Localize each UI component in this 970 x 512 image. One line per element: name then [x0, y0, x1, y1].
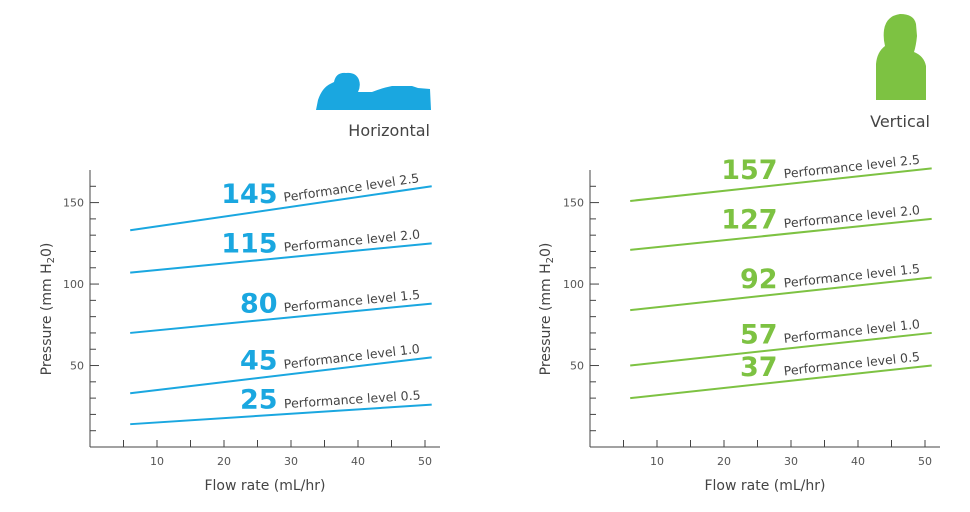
- y-axis-label: Pressure (mm H20): [39, 243, 57, 376]
- x-axis-label: Flow rate (mL/hr): [204, 478, 325, 494]
- series-line: [630, 364, 932, 400]
- series-line: [130, 302, 432, 334]
- x-tick-label: 10: [150, 455, 164, 468]
- series-value-label: 115: [221, 228, 277, 259]
- x-axis-label: Flow rate (mL/hr): [704, 478, 825, 494]
- series-value-label: 45: [240, 346, 278, 377]
- chart-axes: 50 100 150 10 20 30 40 50: [63, 170, 440, 468]
- x-tick-label: 30: [784, 455, 798, 468]
- y-tick-label: 50: [570, 360, 584, 373]
- y-tick-label: 150: [63, 197, 84, 210]
- series-value-label: 157: [721, 155, 777, 186]
- series-line: [130, 185, 432, 232]
- y-tick-label: 150: [563, 197, 584, 210]
- series-line: [130, 356, 432, 395]
- series-value-label: 25: [240, 385, 278, 416]
- series-label: Performance level 2.5: [283, 170, 420, 205]
- y-tick-label: 100: [563, 278, 584, 291]
- x-tick-label: 50: [918, 455, 932, 468]
- position-label: Horizontal: [348, 121, 430, 140]
- x-tick-label: 30: [284, 455, 298, 468]
- chart-axes: 50 100 150 10 20 30 40 50: [563, 170, 940, 468]
- series-value-label: 127: [721, 205, 777, 236]
- series-value-label: 57: [740, 320, 778, 351]
- x-tick-label: 40: [851, 455, 865, 468]
- x-tick-label: 40: [351, 455, 365, 468]
- y-tick-label: 50: [70, 360, 84, 373]
- series-line: [630, 331, 932, 367]
- upright-person-icon: [876, 14, 926, 100]
- series-value-label: 80: [240, 289, 278, 320]
- series-line: [130, 403, 432, 426]
- series-value-label: 145: [221, 179, 277, 210]
- series-value-label: 92: [740, 264, 778, 295]
- position-label: Vertical: [870, 112, 930, 131]
- lying-person-icon: [316, 72, 431, 110]
- x-tick-label: 20: [717, 455, 731, 468]
- y-axis-label: Pressure (mm H20): [538, 243, 556, 376]
- x-tick-label: 20: [217, 455, 231, 468]
- x-tick-label: 50: [418, 455, 432, 468]
- x-tick-label: 10: [650, 455, 664, 468]
- series-line: [630, 217, 932, 251]
- series-line: [130, 242, 432, 274]
- y-tick-label: 100: [63, 278, 84, 291]
- horizontal-chart-panel: Horizontal 50 100 150 10 20 30 40 50 Performanc…: [39, 72, 440, 494]
- series-value-label: 37: [740, 352, 778, 383]
- series-line: [630, 167, 932, 202]
- vertical-chart-panel: Vertical 50 100 150 10 20 30 40 50 Performance …: [538, 14, 940, 494]
- series-line: [630, 276, 932, 312]
